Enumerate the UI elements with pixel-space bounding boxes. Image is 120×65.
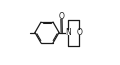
Text: O: O	[76, 28, 82, 37]
Bar	[66, 30, 70, 35]
Bar	[77, 30, 81, 35]
Text: O: O	[59, 12, 65, 21]
Text: N: N	[65, 28, 71, 37]
Bar	[60, 14, 64, 19]
